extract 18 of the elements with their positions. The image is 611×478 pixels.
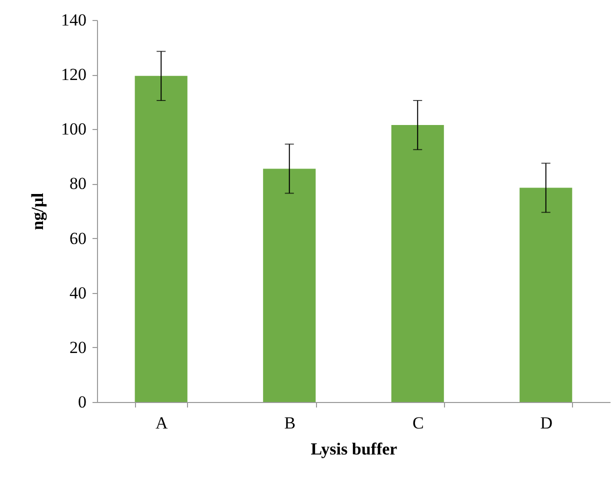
x-axis-title: Lysis buffer [310, 440, 398, 458]
y-tick-label: 20 [70, 338, 86, 357]
bar [520, 188, 572, 402]
y-tick-label: 100 [61, 120, 86, 139]
y-tick-label: 60 [70, 228, 86, 248]
x-tick-label: B [284, 414, 296, 432]
y-tick-label: 120 [61, 65, 86, 84]
bar [391, 125, 444, 402]
y-axis-title: ng/µl [28, 192, 47, 230]
y-tick-label: 140 [61, 10, 86, 30]
y-tick-label: 0 [78, 392, 86, 412]
y-tick-label: 40 [70, 283, 86, 302]
bar [134, 76, 188, 402]
bar [263, 168, 316, 402]
y-tick-label: 80 [70, 174, 86, 194]
x-tick-label: D [540, 414, 553, 432]
x-tick-label: A [155, 414, 168, 432]
x-tick-label: C [412, 414, 424, 432]
